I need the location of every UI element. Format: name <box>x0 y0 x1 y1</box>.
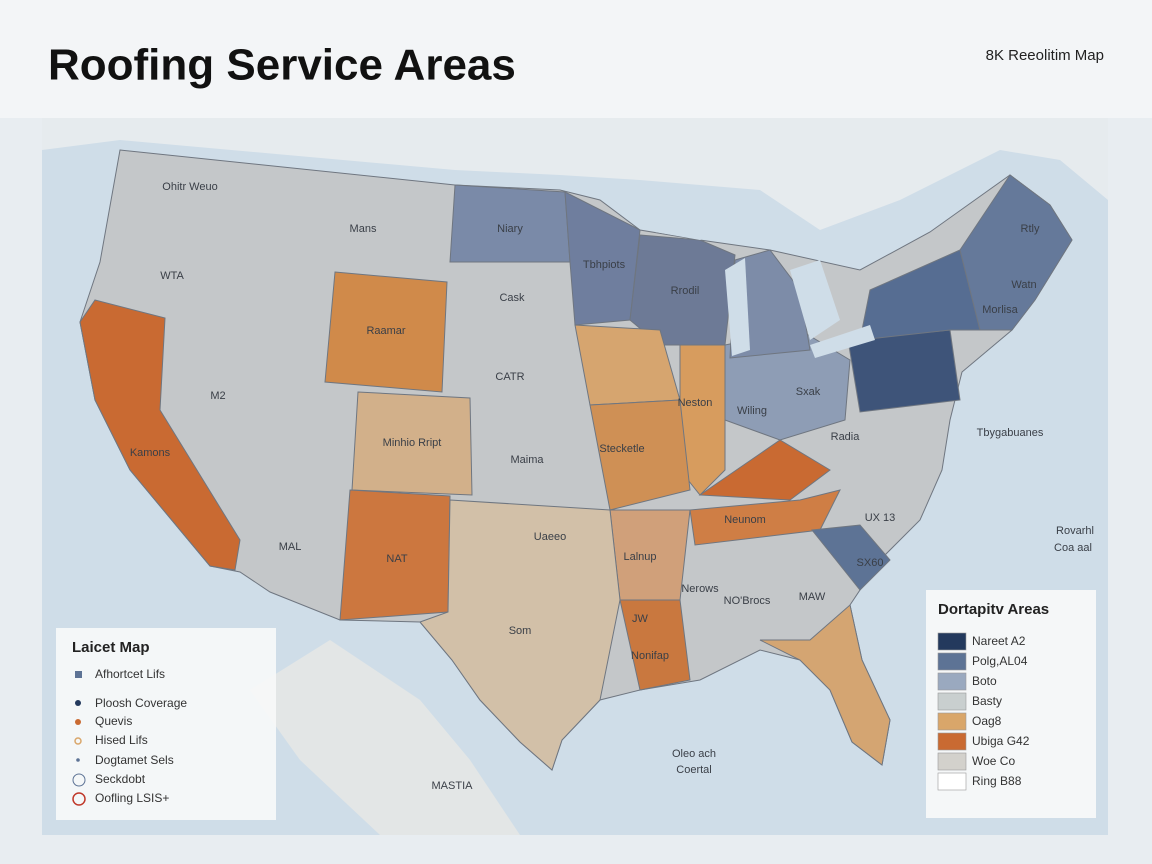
legend-marker <box>76 758 80 762</box>
map-label: M2 <box>210 390 225 402</box>
legend-left-item: Afhortcet Lifs <box>95 667 165 681</box>
legend-marker <box>74 737 82 745</box>
map-label: Cask <box>499 292 525 304</box>
map-labels: Ohitr Weuo Mans WTA Niary Tbhpiots Rrodil Cask… <box>130 181 1094 792</box>
new-england <box>959 174 1073 331</box>
map-label: MASTIA <box>432 780 474 792</box>
legend-swatch <box>937 712 967 731</box>
missouri <box>589 399 691 511</box>
lake-michigan <box>725 258 750 356</box>
map-label: Tbygabuanes <box>977 427 1044 439</box>
legend-marker <box>72 792 86 806</box>
legend-swatch <box>937 692 967 711</box>
map-label: WTA <box>160 270 184 282</box>
mexico <box>250 640 520 835</box>
map-label: Nerows <box>681 583 719 595</box>
legend-left: Afhortcet Lifs Ploosh Coverage Quevis Hised… <box>95 667 187 805</box>
legend-left-item: Ploosh Coverage <box>95 696 187 710</box>
texas <box>419 499 621 771</box>
map-label: Kamons <box>130 447 171 459</box>
map-label: Radia <box>831 431 861 443</box>
map-label: JW <box>632 613 649 625</box>
legend-swatch <box>937 732 967 751</box>
map-label: Maima <box>510 454 544 466</box>
map-label: Nonifap <box>631 650 669 662</box>
legend-swatch <box>937 632 967 651</box>
legend-left-item: Quevis <box>95 714 132 728</box>
map-label: MAW <box>799 591 826 603</box>
legend-left-item: Oofling LSIS+ <box>95 791 169 805</box>
colorado <box>351 391 473 496</box>
map-label: Rrodil <box>671 285 700 297</box>
legend-right-item: Ring B88 <box>972 774 1022 788</box>
legend-right: Nareet A2 Polg,AL04 Boto Basty Oag8 Ubiga G42… <box>937 632 1030 791</box>
louisiana <box>619 599 691 691</box>
map-label: Ohitr Weuo <box>162 181 217 193</box>
map-label: Rovarhl <box>1056 525 1094 537</box>
minnesota <box>564 191 641 326</box>
florida <box>759 604 891 766</box>
legend-right-item: Oag8 <box>972 714 1002 728</box>
legend-left-item: Seckdobt <box>95 772 146 786</box>
map-label: Mans <box>350 223 377 235</box>
legend-marker <box>72 773 86 787</box>
map-label: UX 13 <box>865 512 896 524</box>
map-label: Watn <box>1011 279 1036 291</box>
map-label: Minhio Rript <box>383 437 442 449</box>
map-label: Lalnup <box>623 551 656 563</box>
map-label: Oleo ach <box>672 748 716 760</box>
california <box>79 299 241 571</box>
legend-right-item: Basty <box>972 694 1002 708</box>
wyoming <box>324 271 448 393</box>
map-label: Neunom <box>724 514 766 526</box>
lake-superior <box>655 200 760 240</box>
badge: 8K Reeolitim Map <box>986 47 1104 64</box>
legend-swatch <box>937 672 967 691</box>
legend-swatch <box>937 772 967 791</box>
legend-right-item: Woe Co <box>972 754 1015 768</box>
legend-left-title: Laicet Map <box>72 639 150 656</box>
map-label: MAL <box>279 541 302 553</box>
map-label: Rtly <box>1021 223 1040 235</box>
map-label: Stecketle <box>599 443 644 455</box>
legend-marker <box>75 671 82 678</box>
map-label: Tbhpiots <box>583 259 626 271</box>
map-label: Coa aal <box>1054 542 1092 554</box>
map-label: Raamar <box>366 325 405 337</box>
legend-right-item: Boto <box>972 674 997 688</box>
legend-left-item: Hised Lifs <box>95 733 148 747</box>
legend-marker <box>75 719 81 725</box>
tennessee <box>689 489 841 546</box>
map-label: Som <box>509 625 532 637</box>
map-label: NAT <box>386 553 407 565</box>
south-carolina <box>811 524 891 591</box>
map-label: Morlisa <box>982 304 1018 316</box>
kentucky <box>698 439 831 501</box>
title: Roofing Service Areas <box>48 41 516 90</box>
legend-right-item: Ubiga G42 <box>972 734 1030 748</box>
legend-right-item: Polg,AL04 <box>972 654 1028 668</box>
map-label: Neston <box>678 397 713 409</box>
legend-left-item: Dogtamet Sels <box>95 753 174 767</box>
legend-swatch <box>937 752 967 771</box>
canada <box>42 118 1108 230</box>
map-label: CATR <box>495 371 524 383</box>
map-label: Wiling <box>737 405 767 417</box>
map-label: Sxak <box>796 386 821 398</box>
legend-swatch <box>937 652 967 671</box>
legend-marker <box>75 700 81 706</box>
map-label: Uaeeo <box>534 531 566 543</box>
lake-huron <box>790 260 840 340</box>
legend-left-panel <box>56 628 276 820</box>
map-label: NO'Brocs <box>724 595 771 607</box>
lake-erie <box>810 325 875 358</box>
header-band <box>0 0 1152 118</box>
legend-right-item: Nareet A2 <box>972 634 1026 648</box>
legend-right-title: Dortapitv Areas <box>938 601 1049 618</box>
map-label: Coertal <box>676 764 711 776</box>
map-label: Niary <box>497 223 523 235</box>
map-label: SX60 <box>857 557 884 569</box>
